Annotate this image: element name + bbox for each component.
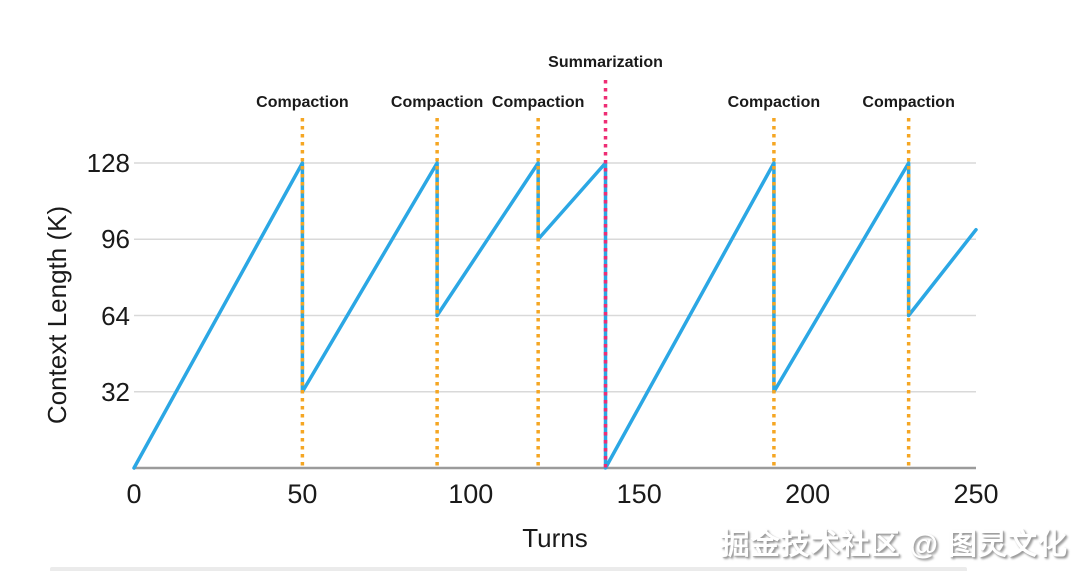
x-tick-label-150: 150 <box>616 479 662 509</box>
x-tick-label-0: 0 <box>126 479 142 509</box>
x-tick-label-200: 200 <box>785 479 831 509</box>
watermark-text: 掘金技术社区 @ 图灵文化 <box>720 529 1068 561</box>
y-tick-label-128: 128 <box>86 148 130 178</box>
annotation-label-compaction-50: Compaction <box>256 94 349 111</box>
annotation-label-compaction-230: Compaction <box>862 94 955 111</box>
y-axis-title: Context Length (K) <box>42 205 72 425</box>
x-tick-label-250: 250 <box>953 479 999 509</box>
x-axis-title: Turns <box>522 523 588 553</box>
annotation-label-compaction-190: Compaction <box>727 94 821 111</box>
y-tick-label-64: 64 <box>101 300 130 331</box>
series-line-context-length <box>132 161 978 470</box>
x-tick-label-100: 100 <box>448 479 494 509</box>
annotation-label-summarization-140: Summarization <box>548 54 663 71</box>
y-tick-label-96: 96 <box>101 224 130 255</box>
annotation-label-compaction-90: Compaction <box>390 94 484 111</box>
x-tick-label-50: 50 <box>287 479 318 509</box>
annotation-label-compaction-120: Compaction <box>491 94 585 111</box>
bottom-edge-strip <box>50 567 967 571</box>
y-tick-label-32: 32 <box>101 376 130 407</box>
